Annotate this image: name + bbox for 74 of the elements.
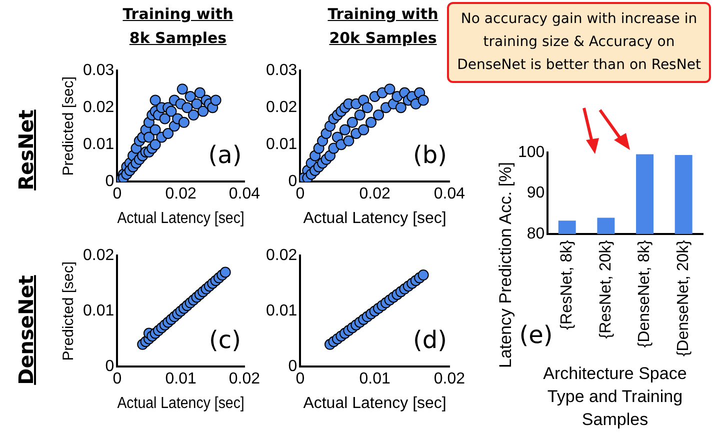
y-tick-label: 0.02 (83, 99, 114, 116)
y-tick-label: 0.01 (83, 136, 114, 154)
point (346, 116, 358, 128)
y-tick-label: 0.01 (266, 302, 298, 320)
point (191, 98, 202, 110)
text: (e) (519, 321, 553, 349)
point (384, 84, 396, 95)
point (198, 106, 209, 117)
annotation: (d) (412, 325, 448, 356)
x-axis-title: Actual Latency [sec] (117, 209, 244, 228)
text: DenseNet (13, 274, 39, 387)
point (162, 128, 174, 139)
point (366, 116, 377, 128)
point (178, 116, 190, 128)
point (210, 94, 222, 106)
x-tick-label: 0.04 (228, 186, 260, 203)
annotation: (c) (208, 325, 242, 356)
point (418, 270, 429, 281)
point (395, 102, 406, 114)
chart-title: Training with 20k Samples (326, 4, 440, 49)
x-axis-title: Actual Latency [sec] (303, 210, 446, 227)
x-tick-label: {ResNet, 8k} (558, 239, 576, 330)
point (220, 266, 231, 278)
point (150, 139, 161, 150)
x-tick-label: 0.01 (359, 370, 390, 388)
point (150, 94, 161, 106)
y-tick-label: 90 (526, 184, 545, 202)
y-tick-label: 80 (526, 225, 545, 242)
y-tick-label: 0.01 (266, 136, 298, 154)
text: No accuracy gain with increase in training size & Accuracy on DenseNet is better than on ResNet (447, 2, 711, 83)
x-tick-label: 0.02 (165, 186, 196, 203)
x-axis-title: Architecture Space Type and Training Samples (542, 363, 688, 431)
y-tick-label: 100 (518, 144, 545, 162)
point (339, 124, 350, 136)
x-axis-title: Actual Latency [sec] (303, 394, 446, 412)
y-tick-label: 0 (288, 173, 298, 190)
point (354, 110, 366, 120)
y-axis-title: Latency Prediction Acc. [%] (495, 161, 516, 370)
x-tick-label: 0.02 (228, 370, 260, 388)
chart-title: Training with 8k Samples (122, 4, 234, 49)
y-tick-label: 0.03 (83, 62, 114, 80)
x-tick-label: {DenseNet, 8k} (636, 239, 654, 348)
y-axis-title: Predicted [sec] (60, 76, 78, 176)
x-axis-title: Actual Latency [sec] (117, 394, 244, 412)
y-tick-label: 0 (105, 358, 114, 376)
x-tick-label: 0.02 (434, 370, 466, 388)
x-tick-label: 0.02 (359, 186, 390, 203)
point (143, 132, 154, 143)
point (150, 124, 161, 136)
x-tick-label: {DenseNet, 20k} (674, 239, 692, 357)
point (188, 110, 200, 120)
point (358, 124, 370, 136)
point (159, 113, 170, 124)
point (182, 102, 193, 114)
x-tick-label: 0.04 (434, 186, 466, 203)
annotation: (a) (207, 140, 243, 171)
y-axis-title: Predicted [sec] (60, 261, 78, 361)
point (362, 102, 373, 114)
point (176, 84, 188, 95)
point (184, 91, 196, 102)
y-tick-label: 0 (288, 358, 298, 376)
point (166, 106, 177, 117)
point (343, 135, 354, 146)
point (418, 94, 429, 106)
annotation: (b) (412, 140, 448, 171)
text: ResNet (13, 108, 39, 192)
y-tick-label: 0 (105, 173, 114, 190)
x-tick-label: 0.01 (165, 370, 196, 388)
point (194, 87, 206, 98)
y-tick-label: 0.03 (266, 62, 298, 80)
point (373, 110, 384, 120)
y-tick-label: 0.02 (266, 99, 298, 116)
y-tick-label: 0.01 (83, 302, 114, 320)
x-tick-label: {ResNet, 20k} (597, 239, 614, 339)
